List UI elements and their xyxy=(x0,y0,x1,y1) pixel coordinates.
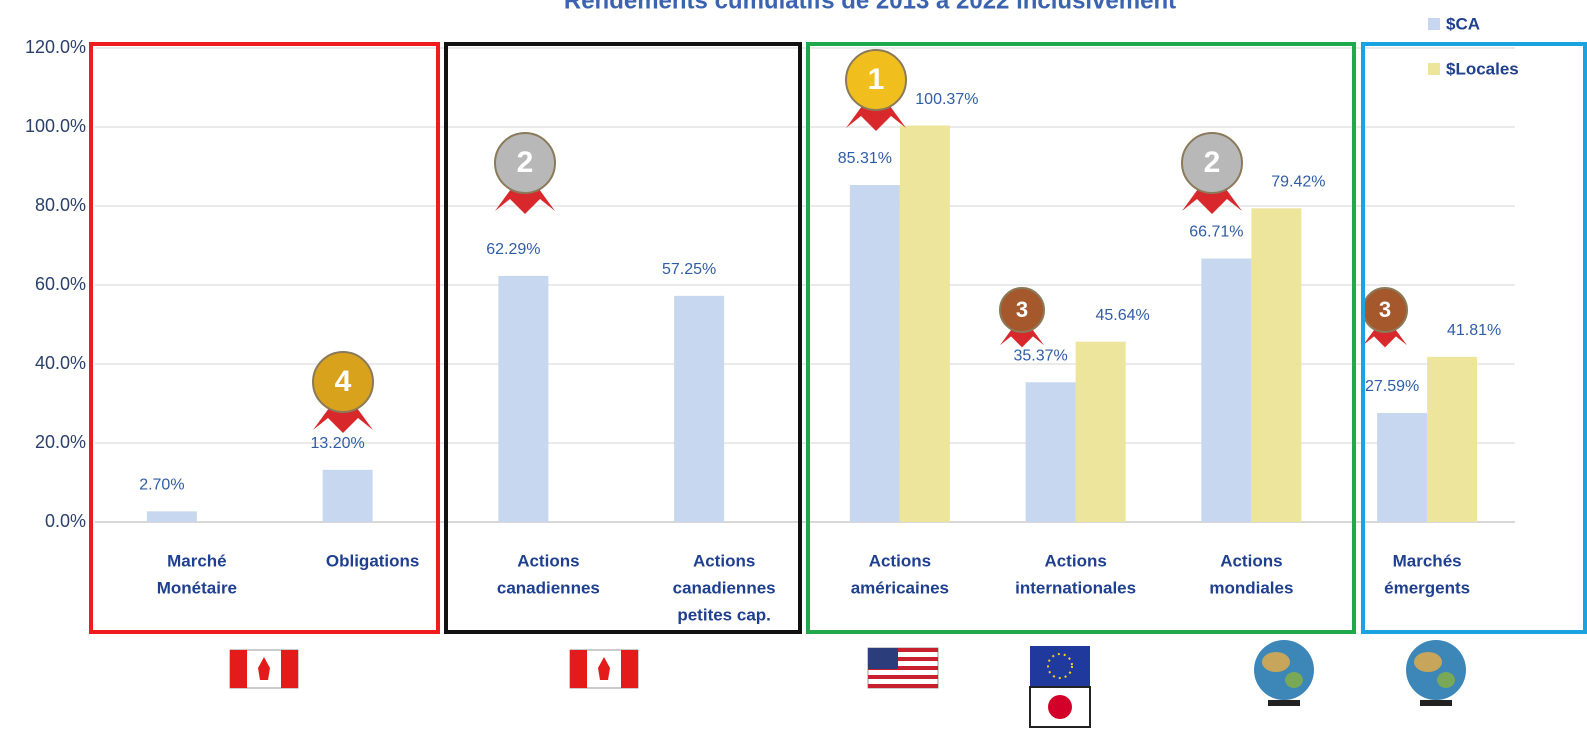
x-tick-label: Actions xyxy=(1044,551,1106,570)
x-tick-label: mondiales xyxy=(1209,578,1293,597)
value-label: 85.31% xyxy=(838,150,892,167)
group-box xyxy=(444,42,802,634)
medal xyxy=(999,287,1045,333)
value-label: 100.37% xyxy=(915,91,978,108)
medal xyxy=(845,49,907,111)
bar xyxy=(1251,208,1302,522)
legend-label: $CA xyxy=(1446,14,1480,33)
medal-label: 3 xyxy=(1016,297,1028,322)
medal-ribbon xyxy=(1363,321,1407,348)
globe xyxy=(1254,640,1314,706)
x-tick-label: Actions xyxy=(869,551,931,570)
bar xyxy=(849,185,900,522)
x-tick-label: canadiennes xyxy=(497,578,600,597)
bar xyxy=(674,295,725,522)
value-label: 35.37% xyxy=(1013,348,1067,365)
x-tick-label: canadiennes xyxy=(673,578,776,597)
medal xyxy=(312,351,374,413)
medal-ribbon xyxy=(495,178,555,214)
value-label: 45.64% xyxy=(1095,307,1149,324)
medal-ribbon xyxy=(846,95,906,131)
x-tick-label: Actions xyxy=(517,551,579,570)
eu-japan-flags xyxy=(1029,646,1091,728)
x-tick-label: Marché xyxy=(167,551,227,570)
bar xyxy=(498,275,549,522)
group-box xyxy=(806,42,1356,634)
canada-flag xyxy=(229,649,299,689)
y-tick-label: 120.0% xyxy=(25,37,86,57)
bar xyxy=(1201,258,1252,522)
medal-label: 4 xyxy=(335,365,352,398)
medal-label: 1 xyxy=(868,63,885,96)
medal xyxy=(1181,132,1243,194)
medal-label: 3 xyxy=(1379,297,1391,322)
bar xyxy=(1075,341,1126,522)
medal-ribbon xyxy=(313,397,373,433)
x-tick-label: Actions xyxy=(1220,551,1282,570)
y-tick-label: 100.0% xyxy=(25,116,86,136)
plot: 0.0% 20.0% 40.0% 60.0% 80.0% 100.0% 120.0% Marc… xyxy=(25,14,1519,624)
y-tick-label: 40.0% xyxy=(35,353,86,373)
medal-label: 2 xyxy=(1204,146,1221,179)
value-label: 2.70% xyxy=(139,477,184,494)
value-label: 62.29% xyxy=(486,241,540,258)
medal-ribbon xyxy=(1000,321,1044,348)
value-label: 13.20% xyxy=(310,435,364,452)
value-label: 27.59% xyxy=(1365,378,1419,395)
bar xyxy=(1427,356,1478,522)
bar xyxy=(146,511,197,522)
globe xyxy=(1406,640,1466,706)
medal xyxy=(494,132,556,194)
value-label: 57.25% xyxy=(662,261,716,278)
x-tick-label: émergents xyxy=(1384,578,1470,597)
chart-title: Rendements cumulatifs de 2013 à 2022 inc… xyxy=(564,0,1176,14)
legend-swatch xyxy=(1428,18,1440,30)
y-tick-label: 20.0% xyxy=(35,432,86,452)
group-box xyxy=(1361,42,1587,634)
bar xyxy=(322,469,373,522)
bar xyxy=(899,125,950,522)
value-label: 79.42% xyxy=(1271,174,1325,191)
bar xyxy=(1025,382,1076,522)
y-tick-label: 60.0% xyxy=(35,274,86,294)
us-flag xyxy=(867,647,939,689)
y-tick-label: 0.0% xyxy=(45,511,86,531)
y-tick-label: 80.0% xyxy=(35,195,86,215)
medal-ribbon xyxy=(1182,178,1242,214)
x-tick-label: Actions xyxy=(693,551,755,570)
x-tick-label: Marchés xyxy=(1393,551,1462,570)
x-tick-label: internationales xyxy=(1015,578,1136,597)
value-label: 66.71% xyxy=(1189,224,1243,241)
legend-label: $Locales xyxy=(1446,59,1519,78)
legend-swatch xyxy=(1428,63,1440,75)
bar xyxy=(1377,413,1428,522)
medal-label: 2 xyxy=(517,146,534,179)
value-label: 41.81% xyxy=(1447,322,1501,339)
canada-flag xyxy=(569,649,639,689)
group-box xyxy=(89,42,440,634)
x-tick-label: américaines xyxy=(851,578,949,597)
x-tick-label: Monétaire xyxy=(157,578,237,597)
x-tick-label: petites cap. xyxy=(677,605,771,624)
x-tick-label: Obligations xyxy=(326,551,420,570)
